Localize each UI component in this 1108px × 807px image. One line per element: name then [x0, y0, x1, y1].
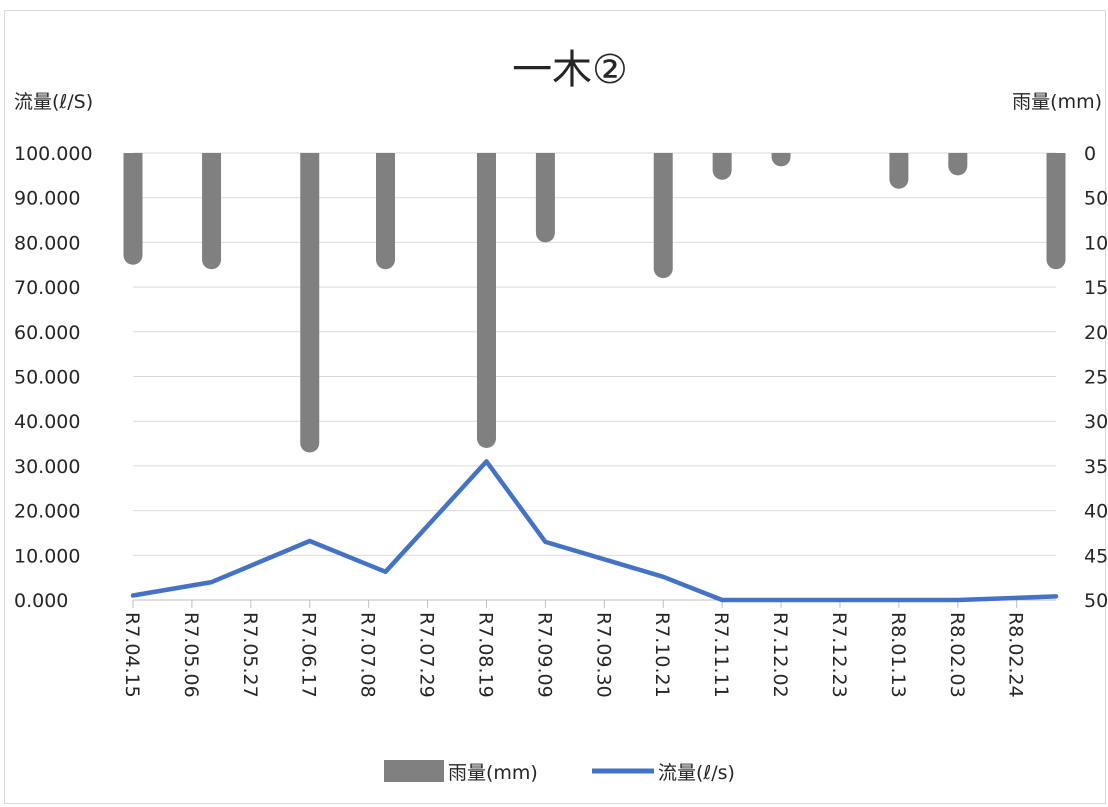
right-tick-label: 150: [1084, 277, 1108, 299]
left-tick-label: 20.000: [14, 501, 80, 523]
x-tick-label: R7.09.09: [533, 612, 555, 698]
right-tick-label: 300: [1084, 411, 1108, 433]
rain-bar: [653, 153, 673, 279]
rain-bar: [712, 153, 732, 180]
legend-label-rain: 雨量(mm): [448, 762, 538, 784]
x-tick-label: R7.05.27: [239, 612, 261, 698]
legend-swatch-rain: [384, 760, 444, 782]
left-tick-label: 90.000: [14, 188, 80, 210]
left-tick-label: 40.000: [14, 411, 80, 433]
x-axis: R7.04.15 R7.05.06 R7.05.27 R7.06.17 R7.07.08…: [121, 599, 1056, 698]
rain-bar: [948, 153, 968, 176]
rain-bars: [123, 153, 1066, 453]
chart-title: 一木②: [512, 47, 628, 93]
legend-label-flow: 流量(ℓ/s): [658, 762, 735, 784]
gridlines: [133, 152, 1056, 556]
left-tick-label: 60.000: [14, 322, 80, 344]
right-tick-label: 450: [1084, 545, 1108, 567]
left-axis-label: 流量(ℓ/S): [14, 91, 93, 113]
x-tick-label: R7.12.23: [828, 612, 850, 698]
legend: 雨量(mm) 流量(ℓ/s): [384, 760, 735, 784]
left-tick-label: 100.000: [14, 143, 93, 165]
flow-series-line: [130, 459, 1059, 603]
right-tick-label: 400: [1084, 501, 1108, 523]
x-tick-label: R7.06.17: [298, 612, 320, 698]
x-tick-label: R7.07.29: [416, 612, 438, 698]
chart-frame: [4, 10, 1106, 804]
right-tick-label: 50: [1084, 188, 1108, 210]
right-tick-label: 0: [1084, 143, 1096, 165]
rain-bar: [889, 153, 909, 189]
rain-bar: [202, 153, 222, 270]
x-tick-label: R7.10.21: [651, 612, 673, 698]
x-tick-label: R7.11.11: [710, 612, 732, 698]
right-axis-ticks: 0 50 100 150 200 250 300 350 400 450 500: [1084, 143, 1108, 612]
right-tick-label: 200: [1084, 322, 1108, 344]
x-tick-label: R8.02.24: [1005, 612, 1027, 698]
x-tick-label: R7.04.15: [121, 612, 143, 698]
x-tick-label: R7.09.30: [592, 612, 614, 698]
right-tick-label: 250: [1084, 367, 1108, 389]
x-tick-label: R7.08.19: [474, 612, 496, 698]
right-tick-label: 100: [1084, 232, 1108, 254]
right-tick-label: 350: [1084, 456, 1108, 478]
left-tick-label: 80.000: [14, 232, 80, 254]
left-tick-label: 50.000: [14, 367, 80, 389]
right-tick-label: 500: [1084, 590, 1108, 612]
x-tick-label: R7.05.06: [180, 612, 202, 698]
rain-bar: [771, 153, 791, 167]
left-axis-ticks: 100.000 90.000 80.000 70.000 60.000 50.000 40.…: [14, 143, 93, 612]
rain-bar: [300, 153, 320, 453]
left-tick-label: 70.000: [14, 277, 80, 299]
x-tick-label: R8.01.13: [887, 612, 909, 698]
rain-bar: [123, 153, 143, 265]
rain-bar: [535, 153, 555, 243]
left-tick-label: 10.000: [14, 545, 80, 567]
rain-bar: [1046, 153, 1066, 270]
x-tick-label: R8.02.03: [946, 612, 968, 698]
x-tick-label: R7.12.02: [769, 612, 791, 698]
x-tick-label: R7.07.08: [357, 612, 379, 698]
flow-line: [130, 459, 1059, 603]
right-axis-label: 雨量(mm): [1012, 91, 1102, 113]
left-tick-label: 0.000: [14, 590, 68, 612]
rain-bar: [375, 153, 395, 270]
rain-bar: [476, 153, 496, 449]
left-tick-label: 30.000: [14, 456, 80, 478]
